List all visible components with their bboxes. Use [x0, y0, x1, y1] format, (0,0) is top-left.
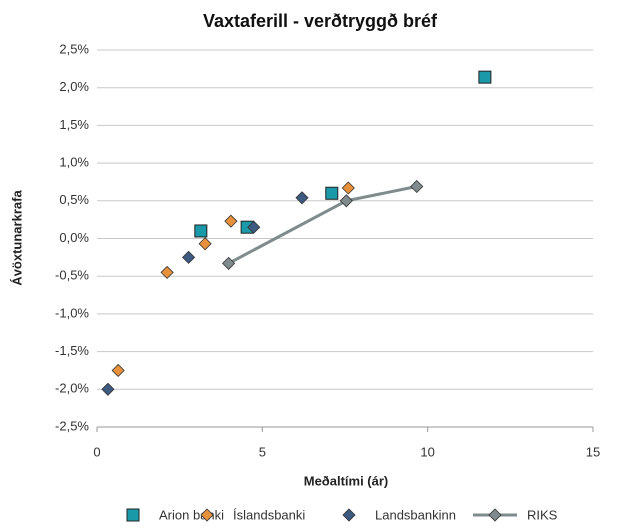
point — [224, 214, 238, 228]
legend-marker — [488, 508, 502, 522]
point — [160, 265, 174, 279]
point — [222, 256, 236, 270]
x-tick-label: 10 — [420, 444, 434, 459]
y-axis-title: Ávöxtunarkrafa — [9, 190, 24, 286]
point — [295, 191, 309, 205]
point — [247, 220, 261, 234]
point — [339, 194, 353, 208]
x-tick-label: 15 — [586, 444, 600, 459]
legend-label: Arion banki — [159, 507, 224, 522]
point — [101, 382, 115, 396]
point — [325, 186, 339, 200]
x-tick-label: 0 — [93, 444, 100, 459]
y-tick-label: -1,5% — [55, 343, 89, 358]
point — [341, 181, 355, 195]
legend-label: Íslandsbanki — [233, 507, 305, 522]
y-tick-label: 2,5% — [59, 41, 89, 56]
point — [111, 363, 125, 378]
y-tick-label: 0,0% — [59, 230, 89, 245]
point — [194, 224, 208, 238]
y-tick-label: -0,5% — [55, 268, 89, 283]
y-tick-label: 1,0% — [59, 155, 89, 170]
point — [182, 250, 196, 264]
y-tick-label: 1,5% — [59, 117, 89, 132]
point — [410, 179, 424, 194]
point — [198, 237, 212, 251]
legend-label: RIKS — [527, 507, 558, 522]
y-tick-label: -2,0% — [55, 381, 89, 396]
legend-marker — [342, 508, 356, 522]
y-tick-label: 0,5% — [59, 192, 89, 207]
y-tick-label: -1,0% — [55, 305, 89, 320]
point — [478, 70, 492, 84]
y-tick-label: -2,5% — [55, 418, 89, 433]
chart-title: Vaxtaferill - verðtryggð bréf — [203, 11, 438, 31]
legend-marker — [200, 508, 214, 522]
legend-label: Landsbankinn — [375, 507, 456, 522]
x-tick-label: 5 — [259, 444, 266, 459]
y-tick-label: 2,0% — [59, 79, 89, 94]
legend-marker — [126, 508, 140, 522]
x-axis-title: Meðaltími (ár) — [304, 473, 389, 488]
